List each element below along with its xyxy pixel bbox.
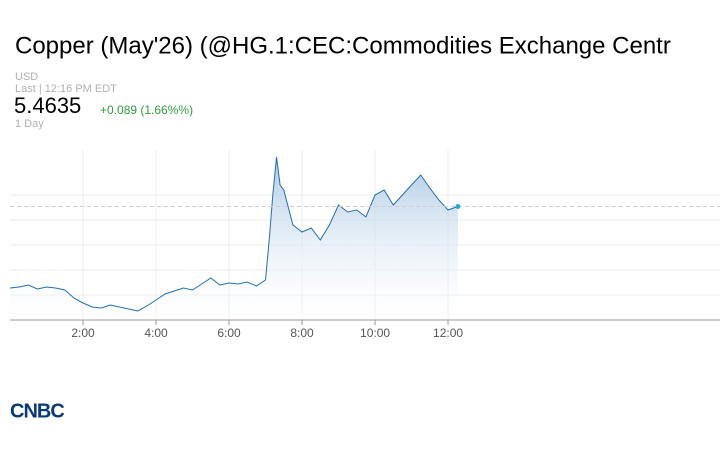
x-tick-label: 12:00	[433, 326, 463, 340]
x-tick-label: 6:00	[217, 326, 241, 340]
x-tick-label: 4:00	[144, 326, 168, 340]
range-label: 1 Day	[15, 118, 44, 130]
price: 5.4635	[14, 93, 81, 118]
x-tick-label: 8:00	[290, 326, 314, 340]
logo: CNBC	[10, 400, 64, 422]
chart-title: Copper (May'26) (@HG.1:CEC:Commodities E…	[15, 32, 671, 59]
price-change: +0.089 (1.66%%)	[100, 103, 193, 117]
currency: USD	[15, 71, 38, 83]
price-line	[9, 156, 459, 312]
timestamp: Last | 12:16 PM EDT	[15, 83, 117, 95]
x-tick-label: 2:00	[71, 326, 95, 340]
area-fill	[10, 157, 458, 320]
x-tick-label: 10:00	[360, 326, 390, 340]
last-point	[455, 204, 461, 209]
